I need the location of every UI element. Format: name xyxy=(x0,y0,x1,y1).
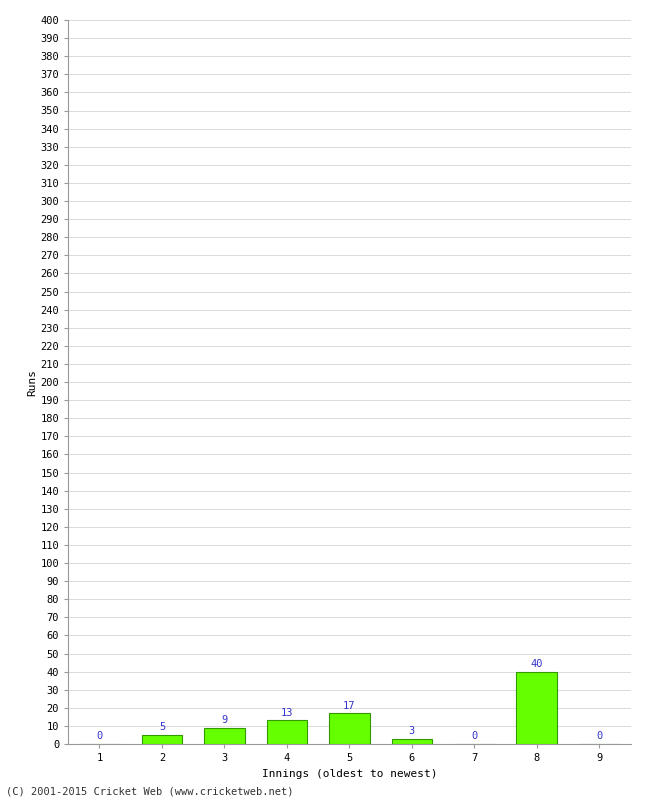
Text: 40: 40 xyxy=(530,659,543,669)
Bar xyxy=(266,721,307,744)
Y-axis label: Runs: Runs xyxy=(28,369,38,395)
Bar xyxy=(391,738,432,744)
Text: 13: 13 xyxy=(281,708,293,718)
Bar xyxy=(204,728,245,744)
Text: (C) 2001-2015 Cricket Web (www.cricketweb.net): (C) 2001-2015 Cricket Web (www.cricketwe… xyxy=(6,786,294,796)
Text: 3: 3 xyxy=(409,726,415,736)
Text: 5: 5 xyxy=(159,722,165,732)
Text: 17: 17 xyxy=(343,701,356,710)
Bar xyxy=(517,672,557,744)
Text: 0: 0 xyxy=(471,731,478,742)
Text: 9: 9 xyxy=(221,715,228,725)
Bar xyxy=(329,714,370,744)
Bar xyxy=(142,735,182,744)
Text: 0: 0 xyxy=(596,731,603,742)
X-axis label: Innings (oldest to newest): Innings (oldest to newest) xyxy=(261,769,437,778)
Text: 0: 0 xyxy=(96,731,103,742)
